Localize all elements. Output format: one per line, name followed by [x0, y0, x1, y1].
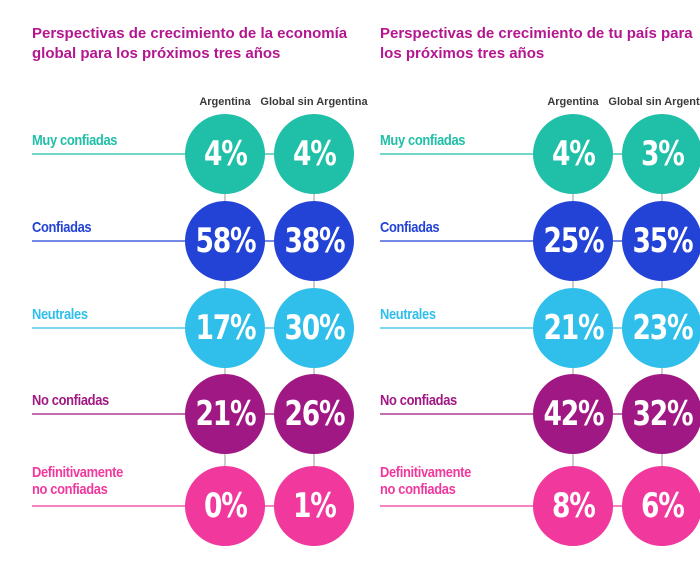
value-label: 23%: [632, 308, 693, 348]
row-label-confiadas: Confiadas: [32, 219, 92, 236]
row-label-no-confiadas: No confiadas: [380, 392, 457, 409]
value-circle-argentina-no-confiadas: 21%: [185, 374, 265, 454]
row-label-neutrales: Neutrales: [380, 306, 436, 323]
value-label: 25%: [543, 221, 604, 261]
column-header-global: Global sin Argentina: [608, 96, 700, 108]
value-circle-argentina-neutrales: 21%: [533, 288, 613, 368]
value-circle-global-definitivamente-no-confiadas: 6%: [622, 466, 700, 546]
value-circle-argentina-muy-confiadas: 4%: [533, 114, 613, 194]
value-label: 3%: [640, 134, 685, 174]
value-circle-argentina-neutrales: 17%: [185, 288, 265, 368]
chart-title: Perspectivas de crecimiento de tu país p…: [380, 25, 693, 62]
value-label: 8%: [551, 486, 596, 526]
row-label-no-confiadas: No confiadas: [32, 392, 109, 409]
column-header-global: Global sin Argentina: [260, 96, 368, 108]
value-label: 4%: [551, 134, 596, 174]
value-label: 17%: [195, 308, 256, 348]
value-label: 0%: [203, 486, 248, 526]
value-circle-global-neutrales: 30%: [274, 288, 354, 368]
value-label: 1%: [292, 486, 337, 526]
value-label: 4%: [203, 134, 248, 174]
value-circle-argentina-definitivamente-no-confiadas: 8%: [533, 466, 613, 546]
value-label: 42%: [543, 394, 604, 434]
value-circle-global-no-confiadas: 26%: [274, 374, 354, 454]
row-label-confiadas: Confiadas: [380, 219, 440, 236]
row-label-muy-confiadas: Muy confiadas: [32, 132, 118, 149]
column-header-argentina: Argentina: [199, 96, 251, 108]
chart-global: Perspectivas de crecimiento de la econom…: [32, 0, 382, 568]
value-label: 38%: [284, 221, 345, 261]
value-circle-global-definitivamente-no-confiadas: 1%: [274, 466, 354, 546]
value-circle-global-muy-confiadas: 3%: [622, 114, 700, 194]
value-label: 6%: [640, 486, 685, 526]
value-label: 30%: [284, 308, 345, 348]
value-circle-argentina-muy-confiadas: 4%: [185, 114, 265, 194]
value-circle-global-confiadas: 38%: [274, 201, 354, 281]
value-label: 21%: [195, 394, 256, 434]
row-label-definitivamente-no-confiadas: Definitivamente no confiadas: [32, 464, 123, 498]
value-circle-global-neutrales: 23%: [622, 288, 700, 368]
value-label: 4%: [292, 134, 337, 174]
chart-country: Perspectivas de crecimiento de tu país p…: [380, 0, 700, 568]
value-circle-global-no-confiadas: 32%: [622, 374, 700, 454]
chart-title: Perspectivas de crecimiento de la econom…: [32, 25, 348, 62]
row-label-muy-confiadas: Muy confiadas: [380, 132, 466, 149]
value-circle-global-muy-confiadas: 4%: [274, 114, 354, 194]
value-label: 58%: [195, 221, 256, 261]
row-label-neutrales: Neutrales: [32, 306, 88, 323]
value-circle-argentina-definitivamente-no-confiadas: 0%: [185, 466, 265, 546]
value-label: 26%: [284, 394, 345, 434]
value-label: 32%: [632, 394, 693, 434]
value-label: 21%: [543, 308, 604, 348]
connector-lines: [32, 153, 315, 507]
row-label-definitivamente-no-confiadas: Definitivamente no confiadas: [380, 464, 471, 498]
value-circle-argentina-confiadas: 25%: [533, 201, 613, 281]
connector-lines: [380, 153, 663, 507]
value-label: 35%: [632, 221, 693, 261]
value-circle-argentina-confiadas: 58%: [185, 201, 265, 281]
value-circle-argentina-no-confiadas: 42%: [533, 374, 613, 454]
column-header-argentina: Argentina: [547, 96, 599, 108]
value-circle-global-confiadas: 35%: [622, 201, 700, 281]
